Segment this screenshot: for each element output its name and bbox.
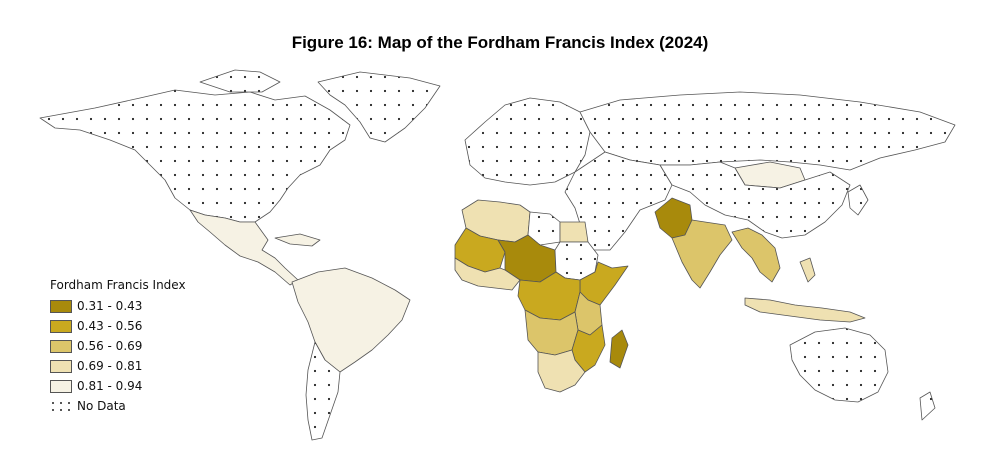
- region-middle-east: [564, 151, 673, 251]
- no-data-swatch: [52, 401, 70, 411]
- region-madagascar: [609, 329, 629, 369]
- region-china: [659, 161, 851, 239]
- legend-label: 0.56 - 0.69: [77, 339, 143, 353]
- legend-row: 0.31 - 0.43: [50, 296, 186, 316]
- region-japan: [847, 184, 869, 216]
- region-egypt: [559, 221, 589, 243]
- legend-label: 0.43 - 0.56: [77, 319, 143, 333]
- region-argentina-chile-south: [305, 341, 341, 441]
- legend-swatch: [50, 299, 72, 313]
- legend-row: 0.81 - 0.94: [50, 376, 186, 396]
- legend-row-no-data: No Data: [50, 396, 186, 416]
- region-southern-africa: [537, 349, 586, 393]
- region-new-zealand: [919, 391, 936, 421]
- region-russia: [579, 91, 956, 171]
- legend-label: 0.69 - 0.81: [77, 359, 143, 373]
- region-indonesia-philippines: [744, 297, 866, 323]
- region-north-america: [39, 89, 351, 223]
- legend-label: 0.81 - 0.94: [77, 379, 143, 393]
- region-australia: [789, 327, 889, 403]
- region-europe: [464, 97, 591, 186]
- legend-row: 0.43 - 0.56: [50, 316, 186, 336]
- legend-label-no-data: No Data: [77, 399, 126, 413]
- region-greenland: [317, 71, 441, 143]
- region-west-africa-coast: [454, 257, 521, 291]
- region-south-america: [291, 267, 411, 373]
- legend-row: 0.56 - 0.69: [50, 336, 186, 356]
- region-mainland-southeast-asia: [731, 227, 781, 283]
- map-legend: Fordham Francis Index 0.31 - 0.43 0.43 - …: [50, 278, 186, 416]
- legend-swatch: [50, 339, 72, 353]
- region-caribbean: [274, 233, 321, 247]
- legend-row: 0.69 - 0.81: [50, 356, 186, 376]
- region-mexico-central-america: [189, 209, 299, 286]
- region-arctic-islands: [199, 69, 281, 93]
- region-india: [671, 219, 733, 289]
- legend-title: Fordham Francis Index: [50, 278, 186, 292]
- legend-label: 0.31 - 0.43: [77, 299, 143, 313]
- legend-swatch: [50, 359, 72, 373]
- legend-swatch: [50, 319, 72, 333]
- legend-swatch: [50, 379, 72, 393]
- region-philippines: [799, 257, 816, 283]
- map-title: Figure 16: Map of the Fordham Francis In…: [291, 33, 709, 52]
